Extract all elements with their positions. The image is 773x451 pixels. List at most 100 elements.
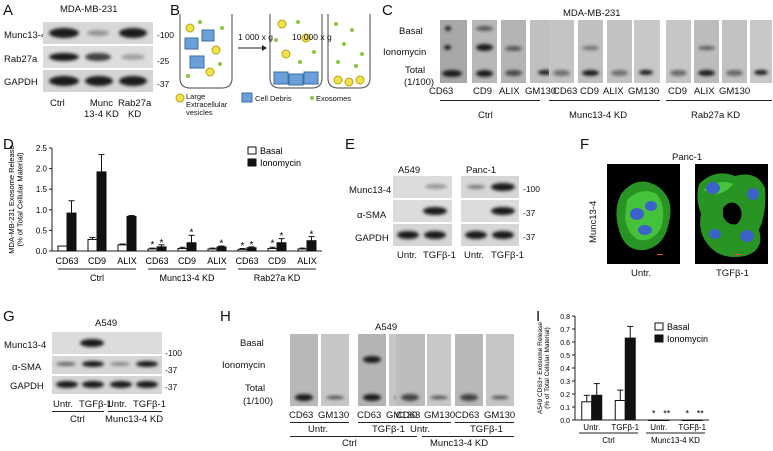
blot [52, 332, 162, 354]
lane-label: Rab27a KD [118, 98, 152, 120]
mw-marker: -25 [157, 56, 170, 66]
bar-ionomycin [66, 212, 77, 252]
y-tick-label: 0.8 [560, 314, 570, 321]
category-label: ALIX [117, 256, 137, 266]
row-label: α-SMA [12, 362, 42, 373]
lane-label: Untr. [464, 250, 485, 261]
cell-line-label: Panc-1 [466, 165, 497, 176]
blot [393, 176, 452, 198]
bar-ionomycin [276, 242, 287, 252]
legend-cell-debris: Cell Debris [255, 94, 292, 103]
group-label: Munc13-4 KD [430, 438, 489, 449]
y-axis-label: MDA-MB-231 Exosome Release [7, 145, 16, 253]
panel-f-title: Panc-1 [672, 152, 703, 163]
category-label: TGFβ-1 [678, 423, 706, 432]
bar-basal [648, 419, 660, 421]
significance-marker: * [220, 238, 224, 249]
group-label: Ctrl [342, 438, 357, 449]
strip [290, 334, 318, 406]
spin-label: 1 000 x g [238, 32, 273, 42]
marker-label: GM130 [386, 410, 418, 421]
micrograph-tgfb1 [695, 164, 768, 264]
marker-label: GM130 [424, 410, 456, 421]
significance-marker: * [685, 408, 689, 418]
category-label: CD63 [145, 256, 168, 266]
significance-marker: * [160, 238, 164, 249]
bar-ionomycin [156, 246, 167, 252]
legend-label-basal: Basal [667, 322, 690, 332]
blot-munc13-4 [43, 22, 153, 44]
category-label: CD9 [88, 256, 106, 266]
category-label: CD63 [55, 256, 78, 266]
strip [440, 20, 467, 83]
marker-label: CD63 [396, 410, 421, 421]
legend-large-vesicles: Large Extracellular vesicles [186, 92, 228, 117]
row-label: Basal [240, 338, 264, 349]
y-tick-label: 0.5 [560, 353, 570, 360]
row-label: Munc13-4 [4, 340, 47, 351]
category-label: Untr. [583, 423, 600, 432]
group-underline [52, 411, 104, 412]
bar-ionomycin [591, 394, 603, 421]
y-axis-label: (% of Total Cellular Material) [544, 327, 551, 409]
strip [634, 20, 660, 83]
y-tick-label: 0.6 [560, 340, 570, 347]
mw-marker: -100 [165, 348, 183, 358]
chart-i: 0.0 0.1 0.2 0.3 0.4 0.5 0.6 0.7 0.8 A549 CD63+ Ex… [537, 314, 709, 445]
marker-label: CD63 [455, 410, 480, 421]
marker-label: ALIX [603, 86, 624, 97]
row-label: Basal [399, 26, 423, 37]
mw-marker: -100 [157, 30, 175, 40]
marker-label: ALIX [694, 86, 715, 97]
marker-label: GM130 [484, 410, 516, 421]
panel-c-title: MDA-MB-231 [563, 8, 621, 19]
lane-label: TGFβ-1 [79, 399, 112, 410]
lane-label: Untr. [53, 399, 74, 410]
blot [393, 224, 452, 246]
y-tick-label: 0.2 [560, 392, 570, 399]
y-tick-label: 0.7 [560, 327, 570, 334]
blot [461, 224, 519, 246]
significance-marker: * [310, 229, 314, 240]
mw-marker: -37 [523, 208, 536, 218]
strip [358, 334, 386, 406]
group-underline [549, 100, 660, 101]
strip [455, 334, 483, 406]
lane-underline [290, 422, 349, 423]
lane-underline [358, 422, 417, 423]
row-label: (1/100) [243, 396, 274, 407]
marker-label: GM130 [318, 410, 350, 421]
panel-label-g: G [3, 308, 15, 325]
marker-label: CD63 [289, 410, 314, 421]
lane-label: Untr. [107, 399, 128, 410]
group-label: Rab27a KD [254, 273, 301, 283]
panel-label-a: A [3, 2, 14, 19]
group-underline [666, 100, 772, 101]
lane-label: Untr. [410, 424, 431, 435]
panel-label-i: I [536, 308, 541, 325]
lane-label: Untr. [397, 250, 418, 261]
marker-label: CD9 [473, 86, 493, 97]
group-underline [290, 436, 417, 437]
legend-swatch-basal [654, 322, 664, 331]
strip [486, 334, 514, 406]
lane-underline [455, 422, 514, 423]
category-label: CD9 [178, 256, 196, 266]
significance-marker: * [652, 408, 656, 418]
lane-label: TGFβ-1 [470, 424, 503, 435]
bar-basal [87, 238, 98, 252]
strip [549, 20, 574, 83]
bar-basal [207, 248, 218, 252]
legend-swatch-ionomycin [654, 334, 664, 343]
panel-a-title: MDA-MB-231 [60, 4, 118, 15]
panel-label-c: C [382, 2, 393, 19]
bar-basal [117, 244, 128, 252]
panel-h-title: A549 [375, 322, 398, 333]
lane-label: TGFβ-1 [716, 268, 749, 279]
mw-marker: -100 [523, 184, 541, 194]
group-underline [422, 436, 514, 437]
lane-label: Untr. [308, 424, 329, 435]
row-label: GAPDH [10, 381, 44, 392]
spin-label: 10 000 x g [292, 32, 332, 42]
strip [666, 20, 691, 83]
